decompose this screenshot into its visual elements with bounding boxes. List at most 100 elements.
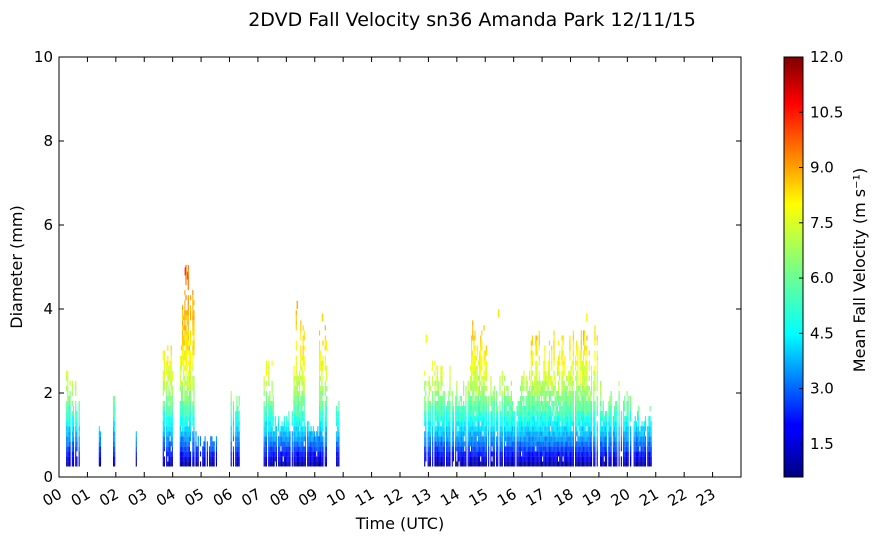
- heatmap-cell: [302, 385, 304, 391]
- heatmap-cell: [230, 441, 232, 447]
- heatmap-cell: [182, 456, 184, 462]
- heatmap-cell: [473, 421, 475, 427]
- heatmap-cell: [303, 390, 305, 396]
- heatmap-cell: [493, 441, 495, 447]
- heatmap-cell: [474, 441, 476, 447]
- heatmap-cell: [572, 421, 574, 427]
- heatmap-cell: [319, 355, 321, 361]
- heatmap-cell: [616, 406, 618, 412]
- heatmap-cell: [539, 385, 541, 391]
- heatmap-cell: [427, 426, 429, 432]
- heatmap-cell: [610, 400, 612, 407]
- heatmap-cell: [312, 461, 314, 467]
- heatmap-cell: [587, 400, 589, 407]
- heatmap-cell: [485, 385, 487, 391]
- heatmap-cell: [438, 451, 440, 457]
- heatmap-cell: [457, 461, 459, 467]
- heatmap-cell: [480, 335, 482, 341]
- heatmap-cell: [467, 416, 469, 422]
- heatmap-cell: [548, 360, 551, 366]
- heatmap-cell: [72, 436, 75, 442]
- heatmap-cell: [474, 436, 476, 442]
- heatmap-cell: [536, 365, 538, 371]
- heatmap-cell: [626, 421, 628, 427]
- heatmap-cell: [316, 431, 318, 437]
- heatmap-cell: [545, 431, 547, 437]
- heatmap-cell: [538, 375, 540, 381]
- heatmap-cell: [586, 421, 588, 427]
- heatmap-cell: [315, 441, 317, 447]
- heatmap-cell: [610, 441, 612, 447]
- heatmap-cell: [319, 421, 321, 427]
- heatmap-cell: [265, 360, 268, 366]
- heatmap-cell: [504, 416, 506, 422]
- heatmap-cell: [179, 436, 181, 442]
- heatmap-cell: [577, 395, 579, 401]
- heatmap-cell: [572, 431, 574, 437]
- heatmap-cell: [490, 431, 492, 437]
- heatmap-cell: [569, 335, 571, 341]
- heatmap-cell: [206, 461, 208, 467]
- heatmap-cell: [538, 360, 540, 366]
- heatmap-cell: [583, 370, 585, 376]
- heatmap-cell: [293, 390, 295, 396]
- heatmap-cell: [268, 441, 270, 447]
- heatmap-cell: [584, 456, 586, 462]
- heatmap-cell: [71, 385, 73, 391]
- heatmap-cell: [501, 375, 503, 381]
- heatmap-cell: [468, 411, 470, 417]
- heatmap-cell: [338, 451, 340, 457]
- heatmap-cell: [300, 436, 302, 442]
- heatmap-cell: [270, 461, 272, 467]
- heatmap-cell: [294, 426, 296, 432]
- heatmap-cell: [522, 436, 524, 442]
- heatmap-cell: [514, 461, 516, 467]
- heatmap-cell: [572, 406, 574, 412]
- heatmap-cell: [192, 446, 194, 452]
- heatmap-cell: [638, 451, 640, 457]
- heatmap-cell: [580, 436, 582, 442]
- heatmap-cell: [613, 451, 616, 457]
- heatmap-cell: [170, 436, 172, 442]
- heatmap-cell: [474, 380, 476, 386]
- heatmap-cell: [317, 446, 319, 452]
- heatmap-cell: [508, 421, 510, 427]
- heatmap-cell: [264, 431, 266, 437]
- heatmap-cell: [517, 431, 519, 437]
- heatmap-cell: [484, 451, 486, 457]
- heatmap-cell: [529, 385, 531, 391]
- heatmap-cell: [185, 325, 187, 331]
- heatmap-cell: [235, 426, 237, 432]
- heatmap-cell: [500, 456, 502, 462]
- heatmap-cell: [230, 436, 232, 442]
- heatmap-cell: [188, 345, 190, 351]
- heatmap-cell: [587, 461, 589, 467]
- heatmap-cell: [168, 446, 170, 452]
- heatmap-cell: [554, 436, 556, 442]
- heatmap-cell: [596, 370, 598, 376]
- heatmap-cell: [527, 406, 530, 412]
- heatmap-cell: [449, 426, 451, 432]
- heatmap-cell: [468, 451, 470, 457]
- heatmap-cell: [449, 406, 451, 412]
- heatmap-cell: [618, 421, 620, 427]
- heatmap-cell: [583, 431, 585, 437]
- heatmap-cell: [438, 395, 440, 401]
- heatmap-cell: [580, 365, 582, 371]
- heatmap-cell: [188, 360, 190, 366]
- heatmap-cell: [427, 446, 429, 452]
- heatmap-cell: [546, 385, 548, 391]
- heatmap-cell: [166, 461, 168, 467]
- heatmap-cell: [463, 390, 465, 396]
- heatmap-cell: [526, 431, 528, 437]
- heatmap-cell: [504, 395, 506, 401]
- x-tick-label: 12: [380, 485, 406, 510]
- heatmap-cell: [313, 451, 316, 457]
- heatmap-cell: [472, 456, 474, 462]
- heatmap-cell: [492, 411, 494, 417]
- heatmap-cell: [585, 436, 587, 442]
- heatmap-cell: [300, 451, 302, 457]
- heatmap-cell: [544, 395, 546, 401]
- heatmap-cell: [275, 446, 277, 452]
- heatmap-cell: [555, 416, 557, 422]
